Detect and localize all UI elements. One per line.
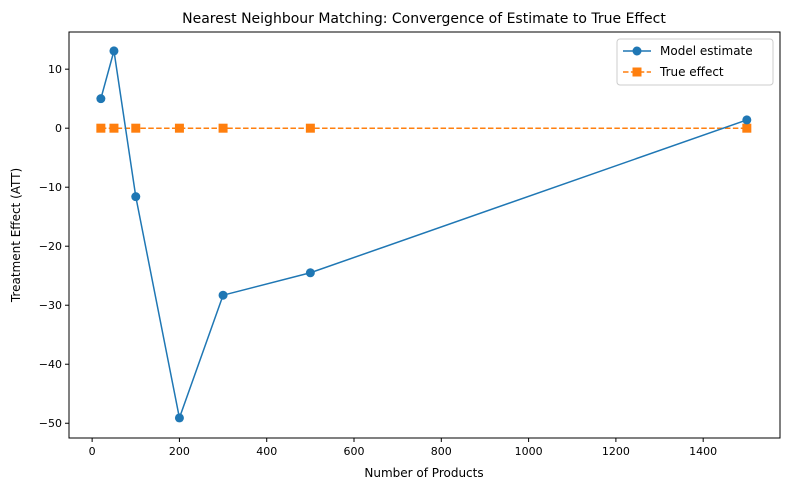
point-model-estimate xyxy=(131,192,141,202)
x-tick-label: 0 xyxy=(89,445,96,458)
point-true-effect xyxy=(131,123,141,133)
point-true-effect xyxy=(96,123,106,133)
x-tick-label: 1400 xyxy=(689,445,717,458)
y-tick-label: −10 xyxy=(39,181,62,194)
x-tick-label: 600 xyxy=(344,445,365,458)
legend-label: True effect xyxy=(659,65,724,79)
plot-frame xyxy=(68,31,781,439)
y-axis-label: Treatment Effect (ATT) xyxy=(9,168,23,303)
point-model-estimate xyxy=(96,94,106,104)
series-line-0 xyxy=(100,50,748,421)
legend-marker xyxy=(632,46,642,56)
point-model-estimate xyxy=(109,46,119,56)
y-tick-label: −20 xyxy=(39,240,62,253)
y-tick-label: −50 xyxy=(39,417,62,430)
legend: Model estimate True effect xyxy=(616,38,774,86)
legend-marker xyxy=(632,67,642,77)
point-true-effect xyxy=(174,123,184,133)
x-axis-label: Number of Products xyxy=(364,466,483,480)
y-tick-label: −30 xyxy=(39,299,62,312)
legend-box xyxy=(616,38,774,86)
x-tick-label: 200 xyxy=(169,445,190,458)
point-true-effect xyxy=(742,123,752,133)
x-tick-label: 1000 xyxy=(515,445,543,458)
x-tick-label: 400 xyxy=(256,445,277,458)
x-tick-label: 800 xyxy=(431,445,452,458)
point-model-estimate xyxy=(305,268,315,278)
y-tick-label: −40 xyxy=(39,358,62,371)
point-true-effect xyxy=(109,123,119,133)
point-true-effect xyxy=(218,123,228,133)
point-true-effect xyxy=(305,123,315,133)
point-model-estimate xyxy=(218,290,228,300)
y-tick-label: 10 xyxy=(48,63,62,76)
y-tick-label: 0 xyxy=(55,122,62,135)
point-model-estimate xyxy=(742,115,752,125)
chart-title: Nearest Neighbour Matching: Convergence … xyxy=(182,11,666,27)
x-tick-label: 1200 xyxy=(602,445,630,458)
point-model-estimate xyxy=(174,413,184,423)
legend-label: Model estimate xyxy=(660,44,753,58)
